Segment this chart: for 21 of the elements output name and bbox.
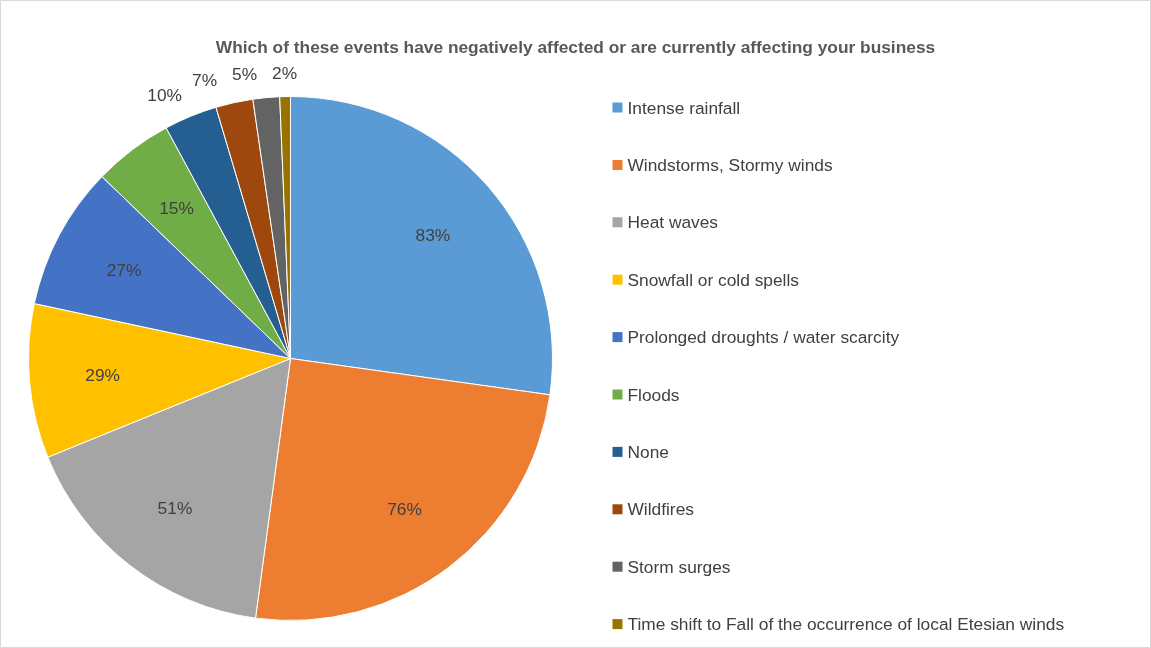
- data-label: 7%: [192, 69, 218, 90]
- data-label: 5%: [232, 64, 258, 85]
- data-label: 76%: [387, 498, 422, 519]
- legend-label: Wildfires: [627, 499, 695, 520]
- data-label: 2%: [272, 62, 298, 83]
- legend-label: Storm surges: [627, 556, 731, 577]
- legend-label: None: [627, 441, 669, 462]
- legend-label: Floods: [627, 384, 680, 405]
- legend-label: Time shift to Fall of the occurrence of local Etesian winds: [627, 614, 1065, 635]
- data-label: 10%: [147, 84, 182, 105]
- data-label: 27%: [106, 259, 142, 280]
- legend-label: Windstorms, Stormy winds: [627, 154, 833, 175]
- data-label: 29%: [85, 364, 120, 385]
- data-label: 83%: [415, 224, 451, 245]
- data-label: 51%: [157, 497, 193, 518]
- data-label: 15%: [159, 198, 194, 219]
- legend-label: Snowfall or cold spells: [627, 269, 800, 290]
- legend-label: Intense rainfall: [627, 97, 741, 118]
- legend-label: Prolonged droughts / water scarcity: [627, 327, 900, 348]
- chart-title: Which of these events have negatively affected or are currently affecting your business: [215, 36, 936, 57]
- legend-label: Heat waves: [627, 212, 719, 233]
